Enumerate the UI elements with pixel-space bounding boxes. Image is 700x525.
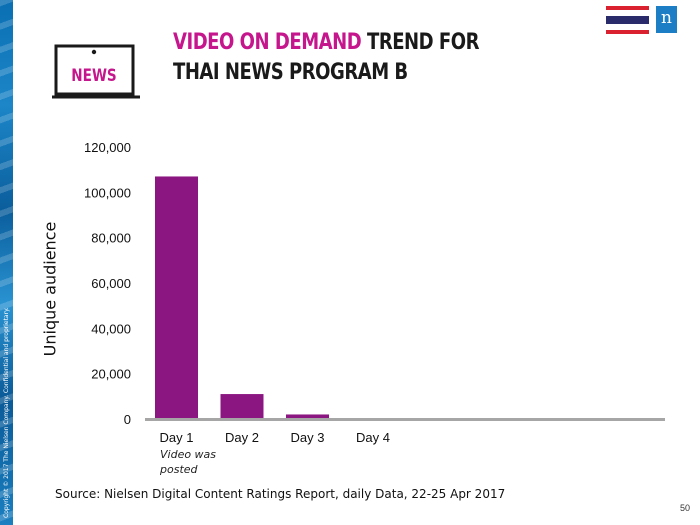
page-number: 50	[679, 503, 690, 513]
y-tick-label: 0	[124, 412, 131, 427]
title-line1-rest: TREND FOR	[361, 30, 480, 55]
x-tick-label: Day 1	[160, 430, 194, 445]
bar	[155, 176, 198, 419]
bar	[220, 394, 264, 419]
decorative-side-strip	[0, 0, 13, 525]
slide-title: VIDEO ON DEMAND TREND FOR THAI NEWS PROG…	[173, 28, 517, 88]
title-highlight: VIDEO ON DEMAND	[173, 30, 362, 55]
x-axis-line	[145, 418, 665, 421]
y-tick-label: 80,000	[91, 231, 131, 246]
x-tick-label: Day 2	[225, 430, 259, 445]
title-line2: THAI NEWS PROGRAM B	[173, 60, 408, 85]
y-tick-label: 100,000	[84, 185, 131, 200]
thailand-flag-icon	[606, 6, 649, 34]
news-icon-text: NEWS	[71, 66, 116, 86]
x-tick-label: Day 3	[291, 430, 325, 445]
y-tick-label: 40,000	[91, 321, 131, 336]
x-tick-label: Day 4	[356, 430, 390, 445]
y-tick-label: 120,000	[84, 140, 131, 155]
news-laptop-icon: NEWS	[52, 44, 140, 99]
source-note: Source: Nielsen Digital Content Ratings …	[55, 487, 506, 501]
day1-annotation: Video was posted	[160, 448, 217, 476]
y-tick-label: 60,000	[91, 276, 131, 291]
y-axis-label: Unique audience	[40, 221, 60, 357]
y-tick-label: 20,000	[91, 367, 131, 382]
bar	[286, 414, 329, 419]
nielsen-logo: n	[656, 6, 677, 33]
